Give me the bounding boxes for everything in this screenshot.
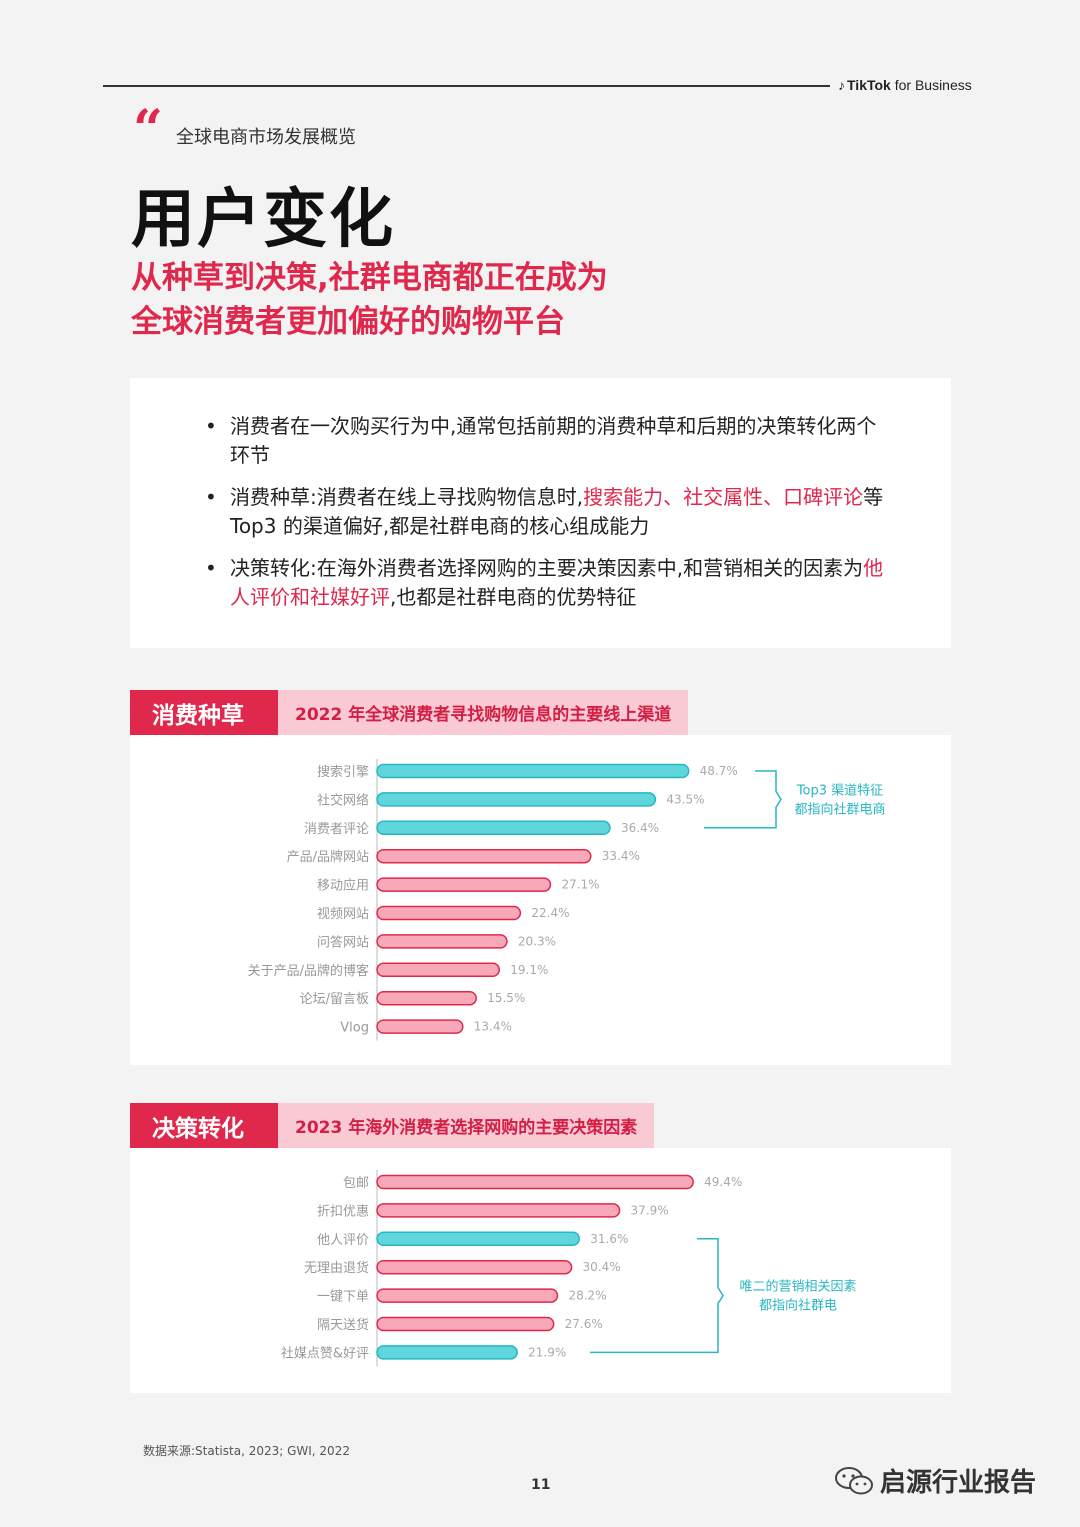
bar bbox=[376, 1019, 464, 1034]
subtitle-line: 全球消费者更加偏好的购物平台 bbox=[131, 304, 565, 340]
subtitle-line: 从种草到决策,社群电商都正在成为 bbox=[131, 260, 608, 296]
annotation-text: 唯二的营销相关因素 bbox=[739, 1279, 856, 1295]
bullet-list: 消费者在一次购买行为中,通常包括前期的消费种草和后期的决策转化两个环节 消费种草… bbox=[205, 412, 895, 625]
category-label: 无理由退货 bbox=[304, 1260, 369, 1276]
category-label: 社媒点赞&好评 bbox=[281, 1345, 369, 1361]
page-number: 11 bbox=[531, 1477, 551, 1493]
bar bbox=[376, 877, 552, 892]
value-label: 15.5% bbox=[487, 991, 525, 1005]
bullet-text: ,也都是社群电商的优势特征 bbox=[390, 585, 637, 609]
annotation-text: 都指向社群电商 bbox=[794, 801, 885, 817]
category-label: 包邮 bbox=[343, 1176, 369, 1191]
category-label: 折扣优惠 bbox=[317, 1204, 369, 1219]
chart1-panel: 搜索引擎 48.7% 社交网络 43.5% 消费者评论 36.4% 产品/品牌网站 33.4%… bbox=[130, 735, 951, 1065]
bar bbox=[376, 962, 500, 978]
value-label: 48.7% bbox=[700, 764, 738, 778]
category-label: 社交网络 bbox=[317, 792, 369, 808]
category-label: 视频网站 bbox=[317, 907, 369, 922]
chart1-heading: 2022 年全球消费者寻找购物信息的主要线上渠道 bbox=[278, 690, 689, 735]
bar bbox=[376, 1316, 555, 1332]
page-title: 用户变化 bbox=[131, 183, 395, 257]
bar bbox=[376, 820, 611, 836]
category-label: 搜索引擎 bbox=[317, 765, 369, 780]
chart2-header: 决策转化 2023 年海外消费者选择网购的主要决策因素 bbox=[130, 1103, 655, 1148]
bar bbox=[376, 1288, 559, 1303]
bar bbox=[376, 848, 592, 864]
header-rule bbox=[103, 85, 830, 87]
bar bbox=[376, 905, 522, 921]
value-label: 20.3% bbox=[518, 934, 556, 948]
annotation-text: 都指向社群电 bbox=[759, 1298, 837, 1314]
category-label: 他人评价 bbox=[317, 1233, 369, 1248]
tiktok-note-icon: ♪ bbox=[838, 77, 845, 93]
quote-icon: “ bbox=[133, 99, 163, 160]
bullet-item: 决策转化:在海外消费者选择网购的主要决策因素中,和营销相关的因素为他人评价和社媒… bbox=[205, 554, 895, 612]
bullet-highlight: 他人评价和社媒好评 bbox=[230, 556, 884, 609]
bullet-text: 消费种草:消费者在线上寻找购物信息时, bbox=[230, 485, 584, 509]
source-note: 数据来源:Statista, 2023; GWI, 2022 bbox=[143, 1444, 350, 1458]
annotation-text: Top3 渠道特征 bbox=[796, 783, 883, 798]
bullet-text: 消费者在一次购买行为中,通常包括前期的消费种草和后期的决策转化两个环节 bbox=[230, 414, 877, 467]
value-label: 36.4% bbox=[621, 821, 659, 835]
bar bbox=[376, 1203, 621, 1218]
category-label: 问答网站 bbox=[317, 934, 369, 950]
category-label: 论坛/留言板 bbox=[300, 992, 369, 1007]
value-label: 19.1% bbox=[510, 963, 548, 977]
value-label: 27.1% bbox=[561, 878, 599, 892]
value-label: 27.6% bbox=[565, 1317, 603, 1331]
bullet-text: 决策转化:在海外消费者选择网购的主要决策因素中,和营销相关的因素为 bbox=[230, 556, 864, 580]
bullet-item: 消费种草:消费者在线上寻找购物信息时,搜索能力、社交属性、口碑评论等 Top3 … bbox=[205, 483, 895, 541]
brand-logo: ♪ TikTok for Business bbox=[838, 77, 972, 93]
bar bbox=[376, 1231, 580, 1247]
bar bbox=[376, 763, 690, 779]
chart1-header: 消费种草 2022 年全球消费者寻找购物信息的主要线上渠道 bbox=[130, 690, 689, 735]
value-label: 31.6% bbox=[590, 1232, 628, 1246]
value-label: 13.4% bbox=[474, 1020, 512, 1034]
section-label: 全球电商市场发展概览 bbox=[176, 127, 356, 148]
chart2-panel: 包邮 49.4% 折扣优惠 37.9% 他人评价 31.6% 无理由退货 30.4% 一键下单 2… bbox=[130, 1148, 951, 1393]
value-label: 49.4% bbox=[704, 1175, 742, 1189]
value-label: 43.5% bbox=[666, 792, 704, 806]
bar bbox=[376, 792, 657, 807]
bullet-item: 消费者在一次购买行为中,通常包括前期的消费种草和后期的决策转化两个环节 bbox=[205, 412, 895, 470]
bar bbox=[376, 1259, 573, 1275]
bullet-highlight: 搜索能力、社交属性、口碑评论 bbox=[583, 485, 864, 509]
chart1-svg: 搜索引擎 48.7% 社交网络 43.5% 消费者评论 36.4% 产品/品牌网站 33.4%… bbox=[248, 759, 886, 1041]
chart2-tag: 决策转化 bbox=[130, 1103, 278, 1148]
category-label: 消费者评论 bbox=[304, 822, 369, 837]
category-label: 一键下单 bbox=[317, 1290, 369, 1305]
chart2-heading: 2023 年海外消费者选择网购的主要决策因素 bbox=[278, 1103, 655, 1148]
value-label: 37.9% bbox=[631, 1203, 669, 1217]
category-label: 移动应用 bbox=[317, 878, 369, 894]
value-label: 30.4% bbox=[583, 1260, 621, 1274]
bar bbox=[376, 1345, 518, 1360]
bar bbox=[376, 934, 508, 949]
brand-name: TikTok bbox=[847, 77, 891, 93]
bullet-text: 等 Top3 的渠道偏好,都是社群电商的核心组成能力 bbox=[230, 485, 884, 538]
category-label: 产品/品牌网站 bbox=[287, 849, 369, 865]
watermark: 启源行业报告 bbox=[834, 1462, 1036, 1499]
annotation-bracket bbox=[704, 770, 782, 829]
brand-suffix: for Business bbox=[894, 77, 972, 93]
category-label: Vlog bbox=[340, 1021, 369, 1036]
value-label: 21.9% bbox=[528, 1345, 566, 1359]
watermark-text: 启源行业报告 bbox=[880, 1468, 1037, 1498]
chart1-tag: 消费种草 bbox=[130, 690, 278, 735]
value-label: 28.2% bbox=[568, 1289, 606, 1303]
value-label: 33.4% bbox=[602, 849, 640, 863]
bar bbox=[376, 990, 477, 1006]
wechat-icon bbox=[835, 1466, 873, 1494]
value-label: 22.4% bbox=[531, 906, 569, 920]
annotation-bracket bbox=[590, 1238, 724, 1354]
category-label: 隔天送货 bbox=[317, 1317, 369, 1333]
bar bbox=[376, 1174, 694, 1190]
category-label: 关于产品/品牌的博客 bbox=[248, 963, 369, 979]
chart2-svg: 包邮 49.4% 折扣优惠 37.9% 他人评价 31.6% 无理由退货 30.4% 一键下单 2… bbox=[281, 1170, 857, 1367]
page-subtitle: 从种草到决策,社群电商都正在成为 全球消费者更加偏好的购物平台 bbox=[131, 256, 608, 344]
